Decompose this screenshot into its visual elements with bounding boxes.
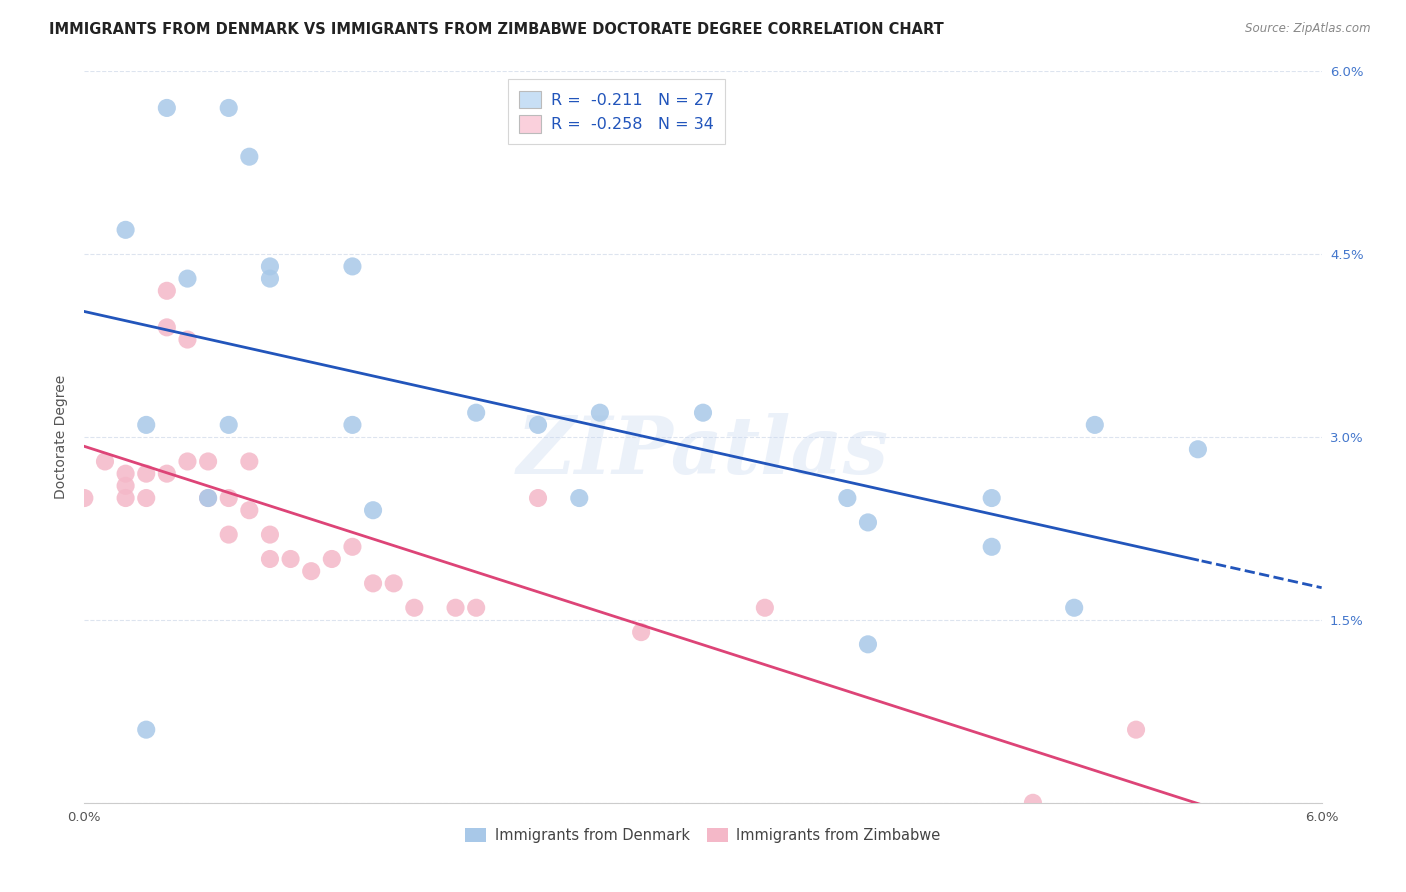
Point <box>197 454 219 468</box>
Point <box>238 150 260 164</box>
Point <box>135 467 157 481</box>
Point <box>218 417 240 432</box>
Point <box>114 467 136 481</box>
Point <box>135 491 157 505</box>
Y-axis label: Doctorate Degree: Doctorate Degree <box>55 375 69 500</box>
Point <box>1125 723 1147 737</box>
Point <box>299 564 322 578</box>
Point <box>444 600 467 615</box>
Point <box>404 600 426 615</box>
Point <box>361 503 384 517</box>
Point <box>73 491 96 505</box>
Point <box>114 223 136 237</box>
Point <box>361 576 384 591</box>
Legend: Immigrants from Denmark, Immigrants from Zimbabwe: Immigrants from Denmark, Immigrants from… <box>458 821 948 850</box>
Point <box>156 101 179 115</box>
Point <box>259 260 281 274</box>
Text: ZIPatlas: ZIPatlas <box>517 413 889 491</box>
Point <box>94 454 117 468</box>
Point <box>135 723 157 737</box>
Point <box>280 552 302 566</box>
Point <box>980 540 1002 554</box>
Point <box>218 101 240 115</box>
Point <box>465 600 488 615</box>
Point <box>589 406 612 420</box>
Point <box>197 491 219 505</box>
Point <box>114 491 136 505</box>
Point <box>135 417 157 432</box>
Point <box>176 454 198 468</box>
Point <box>342 260 364 274</box>
Point <box>114 479 136 493</box>
Point <box>837 491 859 505</box>
Point <box>1084 417 1107 432</box>
Point <box>156 320 179 334</box>
Point <box>382 576 405 591</box>
Point <box>1187 442 1209 457</box>
Point <box>176 271 198 285</box>
Point <box>342 417 364 432</box>
Point <box>568 491 591 505</box>
Point <box>527 417 550 432</box>
Point <box>176 333 198 347</box>
Point <box>321 552 343 566</box>
Point <box>856 637 879 651</box>
Point <box>1022 796 1045 810</box>
Point <box>197 491 219 505</box>
Text: Source: ZipAtlas.com: Source: ZipAtlas.com <box>1246 22 1371 36</box>
Point <box>342 540 364 554</box>
Point <box>1063 600 1085 615</box>
Point <box>259 271 281 285</box>
Point <box>630 625 652 640</box>
Point <box>218 491 240 505</box>
Point <box>156 284 179 298</box>
Point <box>259 527 281 541</box>
Point <box>754 600 776 615</box>
Text: IMMIGRANTS FROM DENMARK VS IMMIGRANTS FROM ZIMBABWE DOCTORATE DEGREE CORRELATION: IMMIGRANTS FROM DENMARK VS IMMIGRANTS FR… <box>49 22 943 37</box>
Point <box>465 406 488 420</box>
Point <box>692 406 714 420</box>
Point <box>238 503 260 517</box>
Point <box>218 527 240 541</box>
Point <box>238 454 260 468</box>
Point <box>980 491 1002 505</box>
Point <box>527 491 550 505</box>
Point <box>259 552 281 566</box>
Point <box>156 467 179 481</box>
Point <box>856 516 879 530</box>
